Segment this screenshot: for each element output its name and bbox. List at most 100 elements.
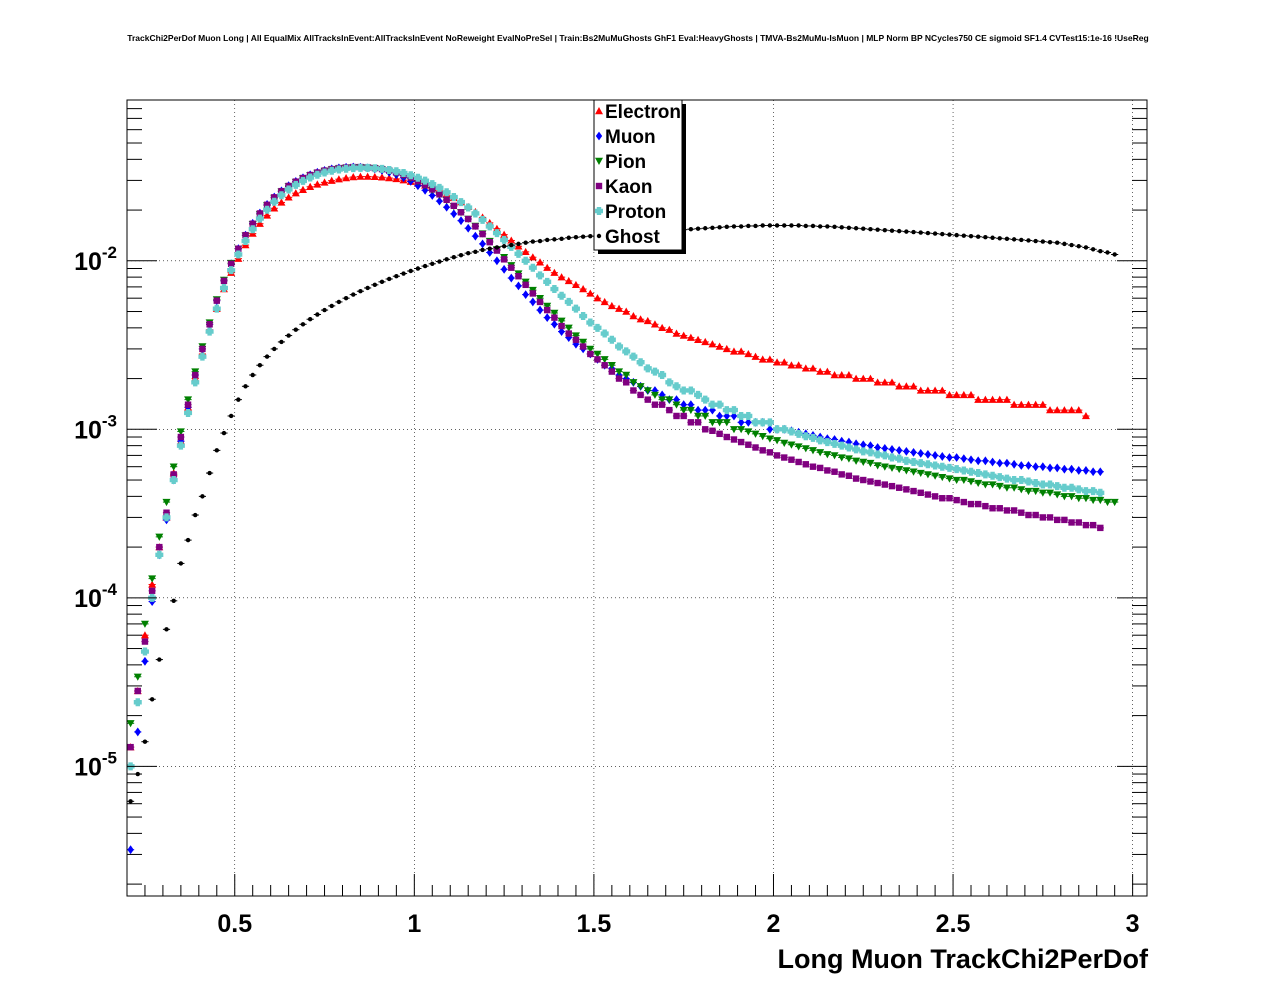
data-point — [837, 371, 846, 379]
data-point — [852, 457, 861, 465]
data-point — [579, 312, 588, 321]
data-point — [184, 408, 193, 417]
data-point — [1089, 467, 1097, 477]
data-point — [378, 164, 386, 173]
data-point — [1026, 238, 1031, 243]
data-point — [730, 436, 738, 443]
data-point — [227, 266, 236, 275]
x-tick-label: 2.5 — [936, 910, 971, 938]
legend-marker-kaon — [595, 182, 603, 190]
data-points — [126, 162, 1119, 855]
data-point — [550, 268, 559, 276]
data-point — [873, 378, 882, 386]
data-point — [465, 250, 471, 256]
data-point — [909, 457, 918, 466]
data-point — [974, 456, 982, 466]
data-point — [723, 433, 730, 441]
data-point — [780, 358, 789, 366]
data-point — [559, 236, 564, 242]
data-point — [952, 390, 961, 399]
data-point — [1024, 400, 1033, 408]
data-point — [241, 237, 250, 246]
data-point — [140, 620, 149, 628]
data-point — [687, 400, 695, 410]
data-point — [959, 390, 968, 399]
data-point — [500, 264, 508, 274]
data-point — [1003, 458, 1011, 468]
data-point — [334, 165, 343, 174]
data-point — [923, 386, 932, 394]
data-point — [946, 453, 953, 462]
data-point — [825, 224, 830, 229]
data-point — [544, 313, 551, 323]
data-point — [643, 387, 652, 395]
data-point — [600, 297, 609, 306]
data-point — [866, 374, 875, 382]
data-point — [550, 285, 559, 294]
data-point — [974, 479, 983, 488]
data-point — [200, 494, 205, 499]
data-point — [493, 256, 501, 266]
data-point — [228, 413, 234, 419]
data-point — [543, 302, 552, 310]
legend-label: Pion — [605, 152, 646, 173]
data-point — [744, 428, 753, 436]
data-point — [1038, 489, 1047, 497]
data-point — [946, 495, 953, 502]
data-point — [485, 222, 494, 231]
data-point — [996, 458, 1003, 468]
data-point — [709, 427, 716, 434]
y-tick-label: 10-4 — [74, 580, 117, 613]
data-point — [1054, 516, 1061, 524]
data-point — [351, 292, 356, 297]
data-point — [1069, 242, 1074, 248]
data-point — [473, 249, 478, 255]
data-point — [789, 223, 794, 228]
data-point — [255, 214, 264, 223]
data-point — [945, 390, 954, 399]
y-tick-label: 10-5 — [74, 748, 117, 781]
data-point — [787, 361, 796, 369]
data-point — [178, 561, 184, 566]
data-point — [306, 173, 315, 182]
data-point — [1103, 498, 1112, 507]
data-point — [629, 352, 638, 361]
data-point — [1081, 411, 1090, 420]
legend-marker-muon — [595, 131, 603, 141]
data-point — [1010, 400, 1019, 408]
y-tick-exponent: -4 — [102, 580, 118, 599]
data-point — [1002, 474, 1011, 483]
data-point — [924, 491, 932, 498]
data-point — [615, 342, 624, 351]
data-point — [236, 397, 241, 402]
data-point — [593, 323, 602, 332]
data-point — [169, 463, 178, 471]
data-point — [507, 236, 516, 244]
data-point — [744, 411, 753, 420]
data-point — [1038, 480, 1047, 489]
data-point — [694, 335, 703, 343]
data-point — [888, 464, 896, 472]
data-point — [801, 445, 810, 453]
data-point — [622, 307, 631, 315]
legend-label: Electron — [605, 102, 681, 123]
data-point — [896, 228, 902, 234]
data-point — [780, 425, 789, 434]
data-point — [824, 467, 831, 474]
data-point — [767, 223, 773, 228]
data-point — [1083, 245, 1089, 250]
data-point — [853, 226, 859, 231]
data-point — [881, 444, 889, 453]
data-point — [1017, 400, 1026, 408]
data-point — [1003, 507, 1011, 514]
data-point — [327, 166, 336, 175]
data-point — [284, 193, 293, 201]
data-point — [1060, 493, 1069, 501]
data-point — [587, 350, 594, 358]
data-point — [717, 225, 722, 230]
data-point — [760, 223, 765, 228]
data-point — [249, 220, 256, 227]
data-point — [916, 459, 925, 468]
data-point — [545, 237, 550, 243]
data-point — [134, 687, 141, 695]
